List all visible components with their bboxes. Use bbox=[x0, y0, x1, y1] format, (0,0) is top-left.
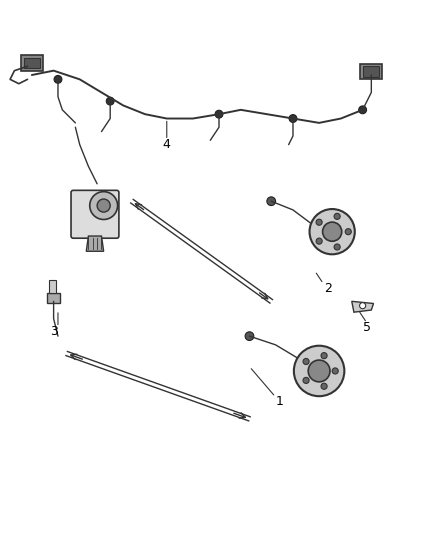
Bar bbox=[24, 58, 40, 68]
Bar bbox=[21, 55, 43, 71]
Circle shape bbox=[294, 346, 344, 396]
Circle shape bbox=[308, 360, 330, 382]
Bar bbox=[49, 279, 56, 293]
Bar bbox=[360, 64, 382, 79]
Polygon shape bbox=[352, 301, 374, 312]
Text: 1: 1 bbox=[276, 395, 284, 408]
Bar bbox=[364, 66, 379, 77]
Circle shape bbox=[303, 377, 309, 383]
Circle shape bbox=[321, 383, 327, 389]
Circle shape bbox=[267, 197, 276, 206]
FancyBboxPatch shape bbox=[71, 190, 119, 238]
Circle shape bbox=[303, 358, 309, 365]
Circle shape bbox=[359, 106, 367, 114]
Text: 5: 5 bbox=[363, 321, 371, 334]
Circle shape bbox=[332, 368, 338, 374]
Circle shape bbox=[345, 229, 351, 235]
Polygon shape bbox=[86, 236, 104, 251]
Circle shape bbox=[316, 238, 322, 244]
Circle shape bbox=[90, 192, 117, 220]
Circle shape bbox=[97, 199, 110, 212]
Circle shape bbox=[316, 219, 322, 225]
Circle shape bbox=[334, 213, 340, 220]
Text: 3: 3 bbox=[49, 325, 57, 338]
Circle shape bbox=[54, 76, 62, 83]
Circle shape bbox=[106, 97, 114, 105]
Circle shape bbox=[310, 209, 355, 254]
Circle shape bbox=[215, 110, 223, 118]
Circle shape bbox=[289, 115, 297, 123]
Bar bbox=[47, 293, 60, 303]
Circle shape bbox=[360, 303, 366, 309]
Text: 2: 2 bbox=[324, 282, 332, 295]
Text: 4: 4 bbox=[163, 138, 171, 151]
Circle shape bbox=[334, 244, 340, 250]
Circle shape bbox=[245, 332, 254, 341]
Circle shape bbox=[321, 353, 327, 359]
Circle shape bbox=[322, 222, 342, 241]
